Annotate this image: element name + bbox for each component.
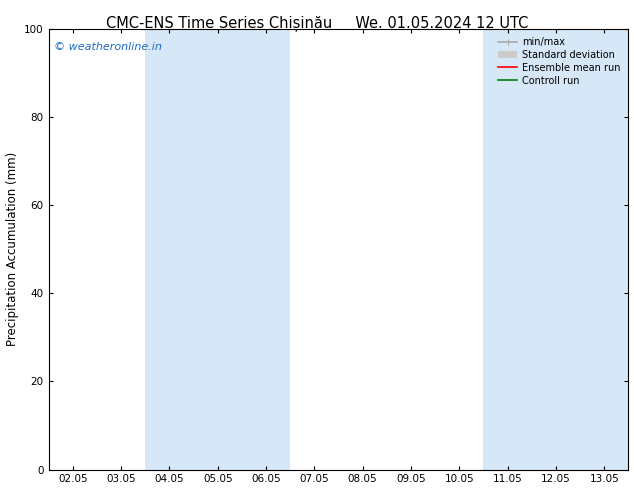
Legend: min/max, Standard deviation, Ensemble mean run, Controll run: min/max, Standard deviation, Ensemble me… bbox=[495, 34, 624, 89]
Bar bbox=[484, 29, 628, 469]
Bar bbox=[145, 29, 290, 469]
Text: CMC-ENS Time Series Chișinău     We. 01.05.2024 12 UTC: CMC-ENS Time Series Chișinău We. 01.05.2… bbox=[106, 15, 528, 30]
Y-axis label: Precipitation Accumulation (mm): Precipitation Accumulation (mm) bbox=[6, 152, 18, 346]
Text: © weatheronline.in: © weatheronline.in bbox=[55, 42, 162, 52]
